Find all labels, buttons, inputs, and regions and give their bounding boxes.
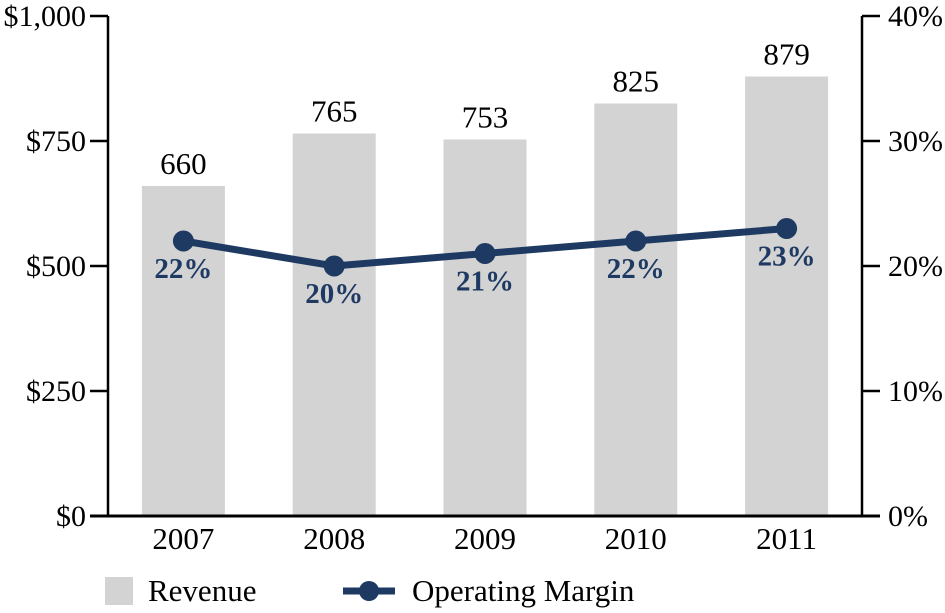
left-axis-tick-label: $250	[26, 375, 86, 408]
x-axis-label-2011: 2011	[756, 521, 817, 556]
margin-value-label-2011: 23%	[758, 241, 816, 273]
left-axis-tick-label: $1,000	[4, 0, 87, 33]
bar-value-label-2008: 765	[311, 94, 358, 129]
legend-dot	[359, 581, 379, 601]
operating-margin-legend-marker	[343, 581, 395, 601]
bar-value-label-2011: 879	[763, 37, 810, 72]
margin-value-label-2010: 22%	[607, 253, 665, 285]
left-axis-tick-label: $0	[56, 500, 86, 533]
x-axis-label-2007: 2007	[152, 521, 214, 556]
line-marker-2010	[625, 230, 647, 252]
legend-item-operating-margin: Operating Margin	[341, 573, 635, 608]
right-axis-tick-label: 30%	[888, 125, 943, 158]
line-marker-2009	[474, 243, 496, 264]
line-marker-2011	[776, 218, 798, 239]
bar-2011	[745, 76, 829, 516]
bar-value-label-2007: 660	[160, 146, 207, 181]
margin-value-label-2008: 20%	[305, 278, 363, 310]
x-axis-label-2010: 2010	[605, 521, 667, 556]
x-axis-label-2008: 2008	[303, 521, 365, 556]
x-axis-label-2009: 2009	[454, 521, 516, 556]
left-axis-tick-label: $500	[26, 250, 86, 283]
revenue-legend-label: Revenue	[148, 573, 257, 608]
bar-2008	[292, 133, 376, 516]
line-marker-2007	[172, 230, 194, 252]
margin-value-label-2009: 21%	[456, 266, 514, 298]
left-axis-tick-label: $750	[26, 125, 86, 158]
bar-value-label-2009: 753	[462, 100, 509, 135]
margin-value-label-2007: 22%	[154, 253, 212, 285]
bar-2009	[443, 139, 527, 516]
legend-item-revenue: Revenue	[105, 573, 257, 608]
revenue-legend-swatch	[105, 577, 133, 605]
bar-value-label-2010: 825	[613, 64, 660, 99]
right-axis-tick-label: 40%	[888, 0, 943, 33]
right-axis-tick-label: 0%	[888, 500, 928, 533]
line-marker-2008	[323, 255, 345, 277]
bar-2010	[594, 103, 678, 516]
operating-margin-legend-label: Operating Margin	[412, 573, 635, 608]
right-axis-tick-label: 10%	[888, 375, 943, 408]
right-axis-tick-label: 20%	[888, 250, 943, 283]
